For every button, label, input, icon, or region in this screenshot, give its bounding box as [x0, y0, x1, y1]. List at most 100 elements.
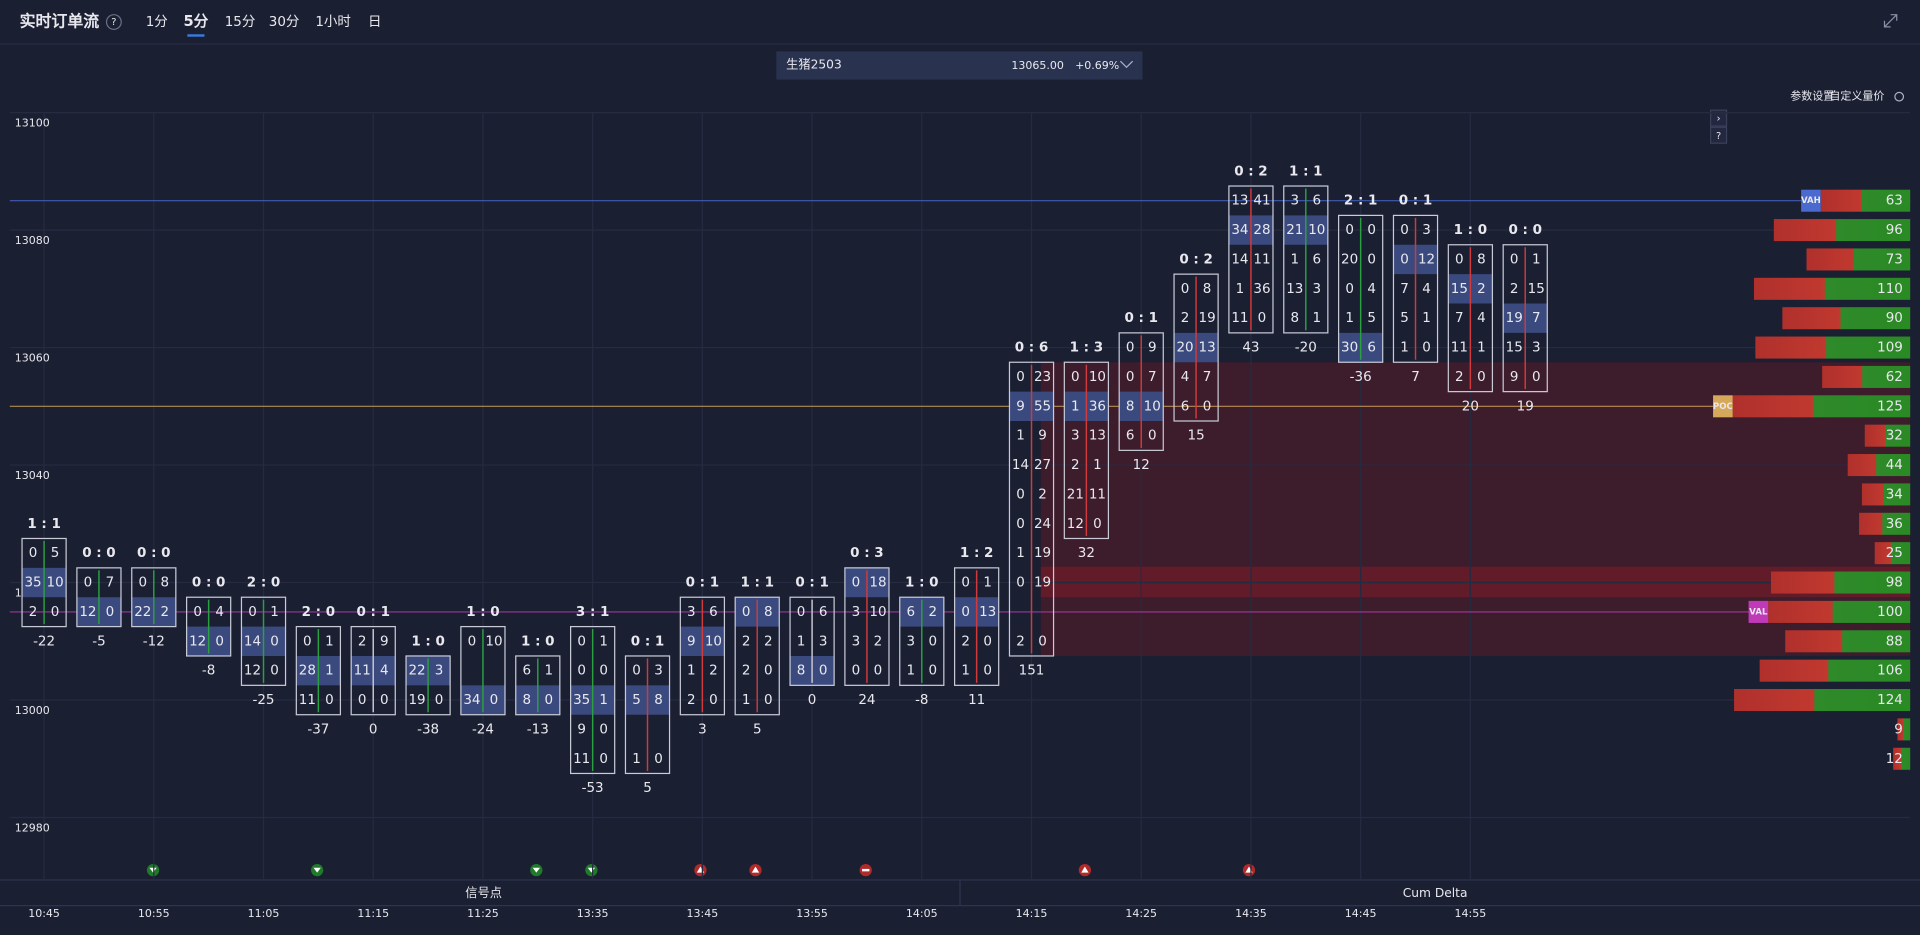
x-tick-label: 13:35	[577, 907, 609, 920]
instrument-selector[interactable]	[776, 51, 1143, 80]
profile-value: 110	[1877, 282, 1903, 297]
panel-tab[interactable]: 信号点	[465, 886, 502, 900]
level-badge	[1801, 189, 1821, 212]
profile-bar	[1759, 659, 1911, 682]
candle-delta: 43	[1242, 341, 1259, 356]
interval-tab[interactable]: 30分	[269, 14, 300, 30]
help-button[interactable]	[1710, 126, 1728, 144]
bid-volume: 2	[1455, 370, 1464, 385]
bid-volume: 0	[1016, 576, 1025, 591]
instrument-price: 13065.00	[1011, 59, 1064, 72]
bid-volume: 11	[354, 664, 371, 679]
interval-tab[interactable]: 5分	[183, 13, 208, 30]
interval-tab[interactable]: 1分	[146, 14, 168, 30]
candle-delta: 3	[698, 722, 707, 737]
bid-volume: 12	[189, 634, 206, 649]
bid-volume: 7	[1400, 282, 1409, 297]
candle: 0 10 035 19 011 03 : 1-53	[570, 605, 616, 796]
ask-volume: 4	[1422, 282, 1431, 297]
expand-button[interactable]	[1710, 109, 1728, 127]
candle-delta: -8	[915, 693, 928, 708]
ask-volume: 3	[1532, 341, 1541, 356]
panel-tab[interactable]: Cum Delta	[1403, 886, 1468, 900]
bid-volume: 12	[79, 605, 96, 620]
bid-volume: 0	[961, 576, 970, 591]
signal-glyph	[149, 867, 157, 873]
x-tick-label: 14:55	[1455, 907, 1487, 920]
candle-box	[570, 625, 616, 775]
ask-volume: 6	[819, 605, 828, 620]
bid-volume: 2	[1071, 458, 1080, 473]
bid-volume: 11	[1451, 341, 1468, 356]
x-tick-label: 10:45	[28, 907, 60, 920]
ask-volume: 18	[869, 576, 886, 591]
bid-volume: 3	[852, 605, 861, 620]
signal-glyph	[751, 866, 760, 873]
ask-volume: 10	[1144, 399, 1161, 414]
imbalance-ratio: 1 : 0	[905, 576, 938, 591]
candle-box	[789, 596, 835, 686]
y-tick-label: 13080	[15, 234, 50, 247]
interval-tab[interactable]: 1小时	[315, 14, 350, 30]
bid-volume: 0	[1400, 223, 1409, 238]
ask-volume: 6	[1313, 194, 1322, 209]
ask-volume: 0	[874, 664, 883, 679]
bid-volume: 30	[1341, 341, 1358, 356]
bid-volume: 9	[687, 634, 696, 649]
level-label: VAH	[1801, 196, 1821, 206]
custom-icon	[1894, 91, 1905, 102]
interval-tab[interactable]: 15分	[225, 14, 256, 30]
candle-delta: 32	[1078, 546, 1095, 561]
x-tick-label: 14:05	[906, 907, 938, 920]
bid-volume: 1	[1236, 282, 1245, 297]
bid-volume: 34	[1231, 223, 1248, 238]
ask-volume: 8	[161, 576, 170, 591]
ask-volume: 6	[1313, 252, 1322, 267]
imbalance-ratio: 1 : 0	[411, 634, 444, 649]
candle-box	[844, 567, 890, 686]
profile-value: 96	[1886, 223, 1903, 238]
custom-button[interactable]: 自定义量价	[1829, 89, 1884, 103]
candle: 0 822 20 : 0-12	[131, 546, 177, 649]
imbalance-ratio: 0 : 3	[850, 546, 883, 561]
x-tick-label: 14:15	[1016, 907, 1048, 920]
bid-volume: 3	[906, 634, 915, 649]
help-icon[interactable]	[105, 14, 122, 30]
profile-bar	[1782, 307, 1911, 330]
candle-box	[1337, 214, 1384, 363]
bid-volume: 0	[632, 664, 641, 679]
x-tick-label: 14:45	[1345, 907, 1377, 920]
imbalance-ratio: 0 : 0	[192, 576, 225, 591]
bid-volume: 0	[1181, 282, 1190, 297]
ask-volume: 0	[1367, 252, 1376, 267]
bid-volume: 1	[797, 634, 806, 649]
interval-tab[interactable]: 日	[368, 15, 381, 30]
candle-delta: -53	[582, 781, 604, 796]
bid-volume: 15	[1506, 341, 1523, 356]
bid-volume: 0	[303, 634, 312, 649]
ask-volume: 2	[1038, 487, 1047, 502]
ask-volume: 0	[1148, 429, 1157, 444]
bid-volume: 0	[1345, 282, 1354, 297]
settings-button[interactable]: 参数设置	[1790, 89, 1834, 103]
signal-glyph	[862, 868, 870, 872]
bid-volume: 12	[244, 664, 261, 679]
signal-glyph	[313, 867, 321, 873]
bid-volume: 1	[906, 664, 915, 679]
bid-volume: 13	[1286, 282, 1303, 297]
level-label: VAL	[1749, 607, 1768, 617]
imbalance-ratio: 0 : 1	[1399, 194, 1432, 209]
candle-box	[1063, 361, 1110, 540]
x-tick-label: 13:55	[796, 907, 828, 920]
ask-volume: 0	[1258, 311, 1267, 326]
profile-bar	[1864, 424, 1911, 447]
ask-volume: 0	[1367, 223, 1376, 238]
bid-volume: 9	[577, 722, 586, 737]
collapse-icon[interactable]	[1883, 14, 1898, 28]
bid-volume: 0	[961, 605, 970, 620]
level-badge	[1713, 395, 1733, 418]
ask-volume: 4	[215, 605, 224, 620]
bid-volume: 7	[1455, 311, 1464, 326]
bid-volume: 35	[24, 576, 41, 591]
